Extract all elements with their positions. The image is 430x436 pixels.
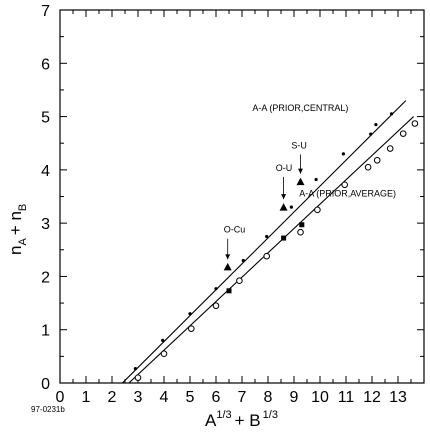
y-axis-title: nA + nB xyxy=(6,204,29,255)
x-tick-label-1: 1 xyxy=(82,389,91,406)
x-axis-title-plus-b: + B xyxy=(235,411,261,430)
x-tick-label-3: 3 xyxy=(134,389,143,406)
central-point xyxy=(214,287,218,291)
square-point xyxy=(281,235,287,241)
annotation-arrow-head-3 xyxy=(281,194,287,200)
average-point xyxy=(134,374,142,381)
x-tick-label-8: 8 xyxy=(264,389,273,406)
x-tick-label-10: 10 xyxy=(311,389,329,406)
y-tick-label-7: 7 xyxy=(41,3,50,20)
y-tick-label-0: 0 xyxy=(41,376,50,393)
central-point xyxy=(241,258,245,263)
x-axis-title: A1/3 + B 1/3 xyxy=(205,409,278,430)
triangle-point xyxy=(296,177,305,186)
annotation-arrow-head-2 xyxy=(225,254,231,260)
x-axis-title-sup-a: 1/3 xyxy=(216,409,231,421)
x-tick-label-5: 5 xyxy=(186,389,195,406)
y-tick-label-6: 6 xyxy=(41,56,50,73)
annotation-label-2: O-Cu xyxy=(224,225,246,235)
y-axis-title-group: nA + nB xyxy=(6,204,29,255)
annotation-label-1: A-A (PRIOR,AVERAGE) xyxy=(299,189,396,199)
central-point xyxy=(161,338,165,342)
central-point xyxy=(374,122,378,127)
x-tick-label-7: 7 xyxy=(238,389,247,406)
figure-id: 97-0231b xyxy=(31,405,65,414)
data-markers xyxy=(133,112,419,381)
central-point xyxy=(389,112,394,116)
x-axis-title-a: A xyxy=(205,411,217,430)
x-tick-label-4: 4 xyxy=(160,389,169,406)
x-tick-label-6: 6 xyxy=(212,389,221,406)
y-tick-label-4: 4 xyxy=(41,163,50,180)
fit-line-central xyxy=(122,100,407,384)
central-point xyxy=(341,152,345,156)
x-tick-label-12: 12 xyxy=(363,389,381,406)
fit-line-average xyxy=(128,116,414,384)
y-axis-title-sub-b: B xyxy=(17,204,29,211)
triangle-point xyxy=(223,262,232,271)
y-axis-title-plus-n: + n xyxy=(6,211,25,235)
average-point xyxy=(386,145,394,152)
square-point xyxy=(226,288,232,294)
average-point xyxy=(314,206,321,214)
x-tick-label-0: 0 xyxy=(56,389,65,406)
y-axis-title-n: n xyxy=(6,246,25,255)
average-point xyxy=(263,252,271,260)
central-point xyxy=(289,205,293,209)
annotation-label-0: A-A (PRIOR,CENTRAL) xyxy=(252,103,348,113)
y-axis-title-sub-a: A xyxy=(17,238,29,246)
average-point xyxy=(188,325,195,332)
x-tick-label-11: 11 xyxy=(338,389,355,406)
central-point xyxy=(369,132,373,136)
average-point xyxy=(341,181,349,189)
average-point xyxy=(297,228,304,236)
central-point xyxy=(265,234,269,239)
square-point xyxy=(299,222,305,228)
y-tick-label-2: 2 xyxy=(41,269,50,286)
average-point xyxy=(160,350,168,357)
average-point xyxy=(364,163,372,171)
x-tick-label-2: 2 xyxy=(108,389,117,406)
central-point xyxy=(314,177,318,182)
x-tick-label-13: 13 xyxy=(389,389,407,406)
y-tick-label-5: 5 xyxy=(41,110,50,127)
fit-lines xyxy=(122,100,414,384)
annotations: A-A (PRIOR,CENTRAL) A-A (PRIOR,AVERAGE) O-… xyxy=(224,103,396,260)
triangle-point xyxy=(279,203,288,211)
average-point xyxy=(236,277,243,284)
annotation-label-4: S-U xyxy=(291,141,307,151)
y-tick-label-3: 3 xyxy=(41,216,50,233)
average-point xyxy=(411,120,419,127)
central-point xyxy=(188,312,192,316)
average-point xyxy=(373,156,381,164)
average-point xyxy=(399,130,407,137)
annotation-arrow-head-4 xyxy=(298,168,303,174)
x-tick-label-9: 9 xyxy=(290,389,299,406)
average-point xyxy=(212,302,220,310)
annotation-label-3: O-U xyxy=(276,163,293,173)
y-tick-label-1: 1 xyxy=(41,323,50,340)
x-axis-title-sup-b: 1/3 xyxy=(263,409,278,421)
central-point xyxy=(133,367,137,371)
